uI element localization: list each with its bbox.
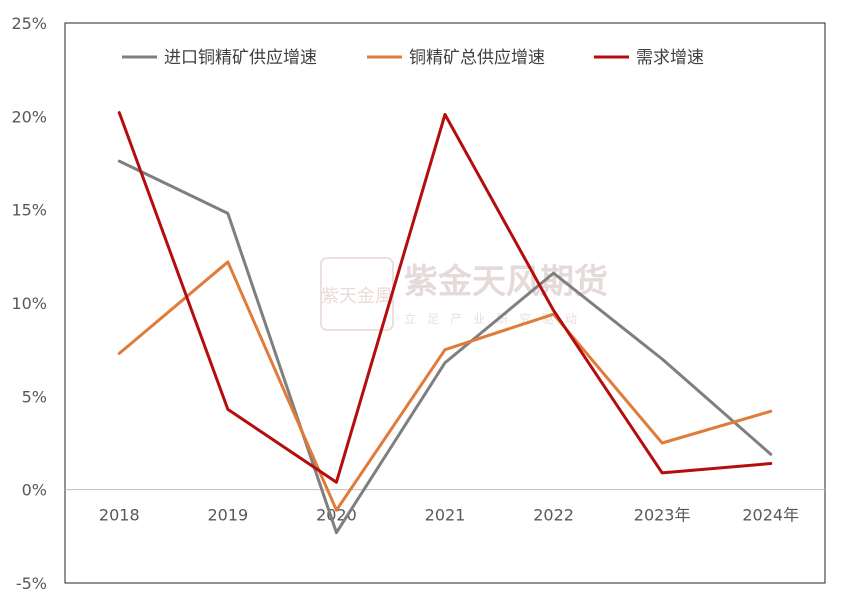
watermark-subtitle: 立足产业研究驱动 bbox=[404, 311, 588, 326]
legend: 进口铜精矿供应增速 铜精矿总供应增速 需求增速 bbox=[122, 48, 704, 68]
legend-label: 进口铜精矿供应增速 bbox=[164, 48, 317, 68]
plot-area bbox=[64, 22, 826, 584]
x-tick-label: 2023年 bbox=[634, 506, 691, 525]
series-line-1 bbox=[117, 159, 773, 535]
series-layer bbox=[117, 111, 773, 535]
y-tick-label: 25% bbox=[11, 14, 47, 33]
watermark: 紫天金風 紫金天风期货 立足产业研究驱动 bbox=[320, 257, 608, 331]
x-tick-label: 2019 bbox=[207, 506, 248, 525]
series-line-3 bbox=[117, 111, 773, 484]
series-line-2 bbox=[117, 260, 773, 512]
y-tick-label: -5% bbox=[16, 574, 47, 593]
x-tick-label: 2018 bbox=[99, 506, 140, 525]
y-tick-label: 15% bbox=[11, 201, 47, 220]
x-tick-label: 2022 bbox=[533, 506, 574, 525]
y-tick-label: 5% bbox=[22, 387, 47, 406]
watermark-title: 紫金天风期货 bbox=[404, 262, 608, 302]
watermark-logo-text: 紫天金風 bbox=[321, 286, 393, 307]
legend-label: 需求增速 bbox=[636, 48, 704, 68]
legend-label: 铜精矿总供应增速 bbox=[409, 48, 545, 68]
x-tick-label: 2021 bbox=[425, 506, 466, 525]
x-tick-label: 2020 bbox=[316, 506, 357, 525]
y-tick-label: 0% bbox=[22, 481, 47, 500]
y-axis: 25% 20% 15% 10% 5% 0% -5% bbox=[11, 14, 47, 593]
x-axis: 2018 2019 2020 2021 2022 2023年 2024年 bbox=[99, 506, 799, 525]
y-tick-label: 10% bbox=[11, 294, 47, 313]
y-tick-label: 20% bbox=[11, 107, 47, 126]
x-tick-label: 2024年 bbox=[742, 506, 799, 525]
